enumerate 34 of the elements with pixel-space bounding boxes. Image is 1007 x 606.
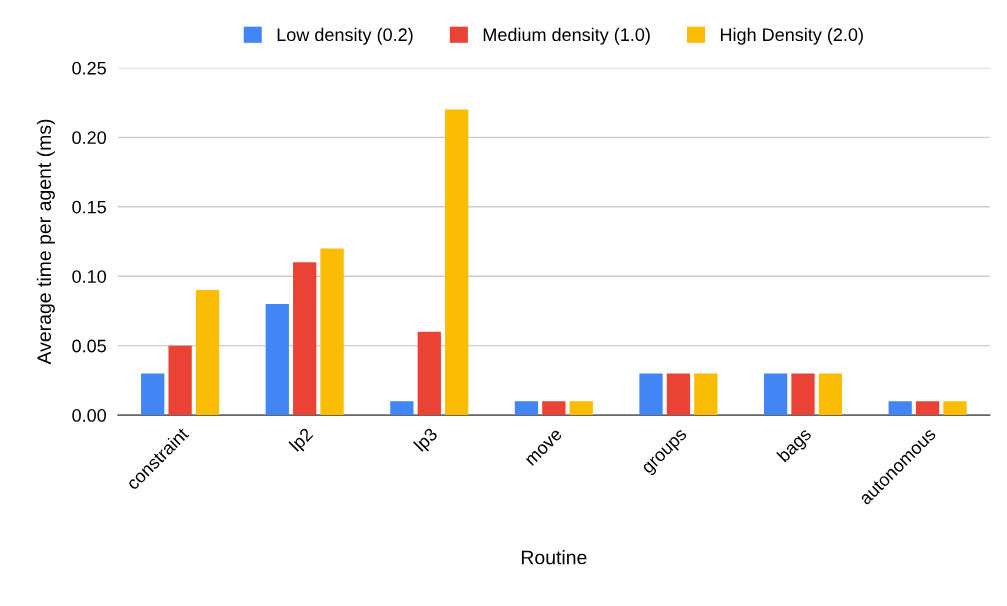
y-tick-label: 0.25 [72,61,106,75]
x-tick-label: lp3 [413,426,441,455]
bar [265,303,289,416]
bar [763,373,788,416]
bar [417,331,441,416]
bar [694,373,718,416]
bar [195,290,220,416]
y-tick-label: 0.15 [72,200,106,214]
bar [639,373,663,416]
bar [888,401,912,416]
legend-label: High Density (2.0) [720,27,863,45]
bar [943,401,967,416]
bar [390,401,414,416]
y-tick-label: 0.00 [72,409,107,422]
bar [666,373,691,416]
bar [791,373,815,416]
x-tick-label: lp2 [288,426,316,455]
bar [514,401,539,416]
bar [542,401,566,416]
bar [818,373,843,416]
bar [569,401,593,416]
y-tick-label: 0.20 [72,131,107,145]
bar [293,262,317,416]
y-tick-label: 0.10 [72,270,107,283]
x-axis-title: Routine [521,550,587,565]
legend-label: Low density (0.2) [277,27,413,45]
bar [445,109,469,416]
y-axis-title: Average time per agent (ms) [36,119,55,365]
bar [320,248,344,416]
bar [168,345,192,416]
bar [141,373,165,416]
y-tick-label: 0.05 [72,339,106,353]
bar [915,401,940,416]
legend-label: Medium density (1.0) [483,27,650,45]
